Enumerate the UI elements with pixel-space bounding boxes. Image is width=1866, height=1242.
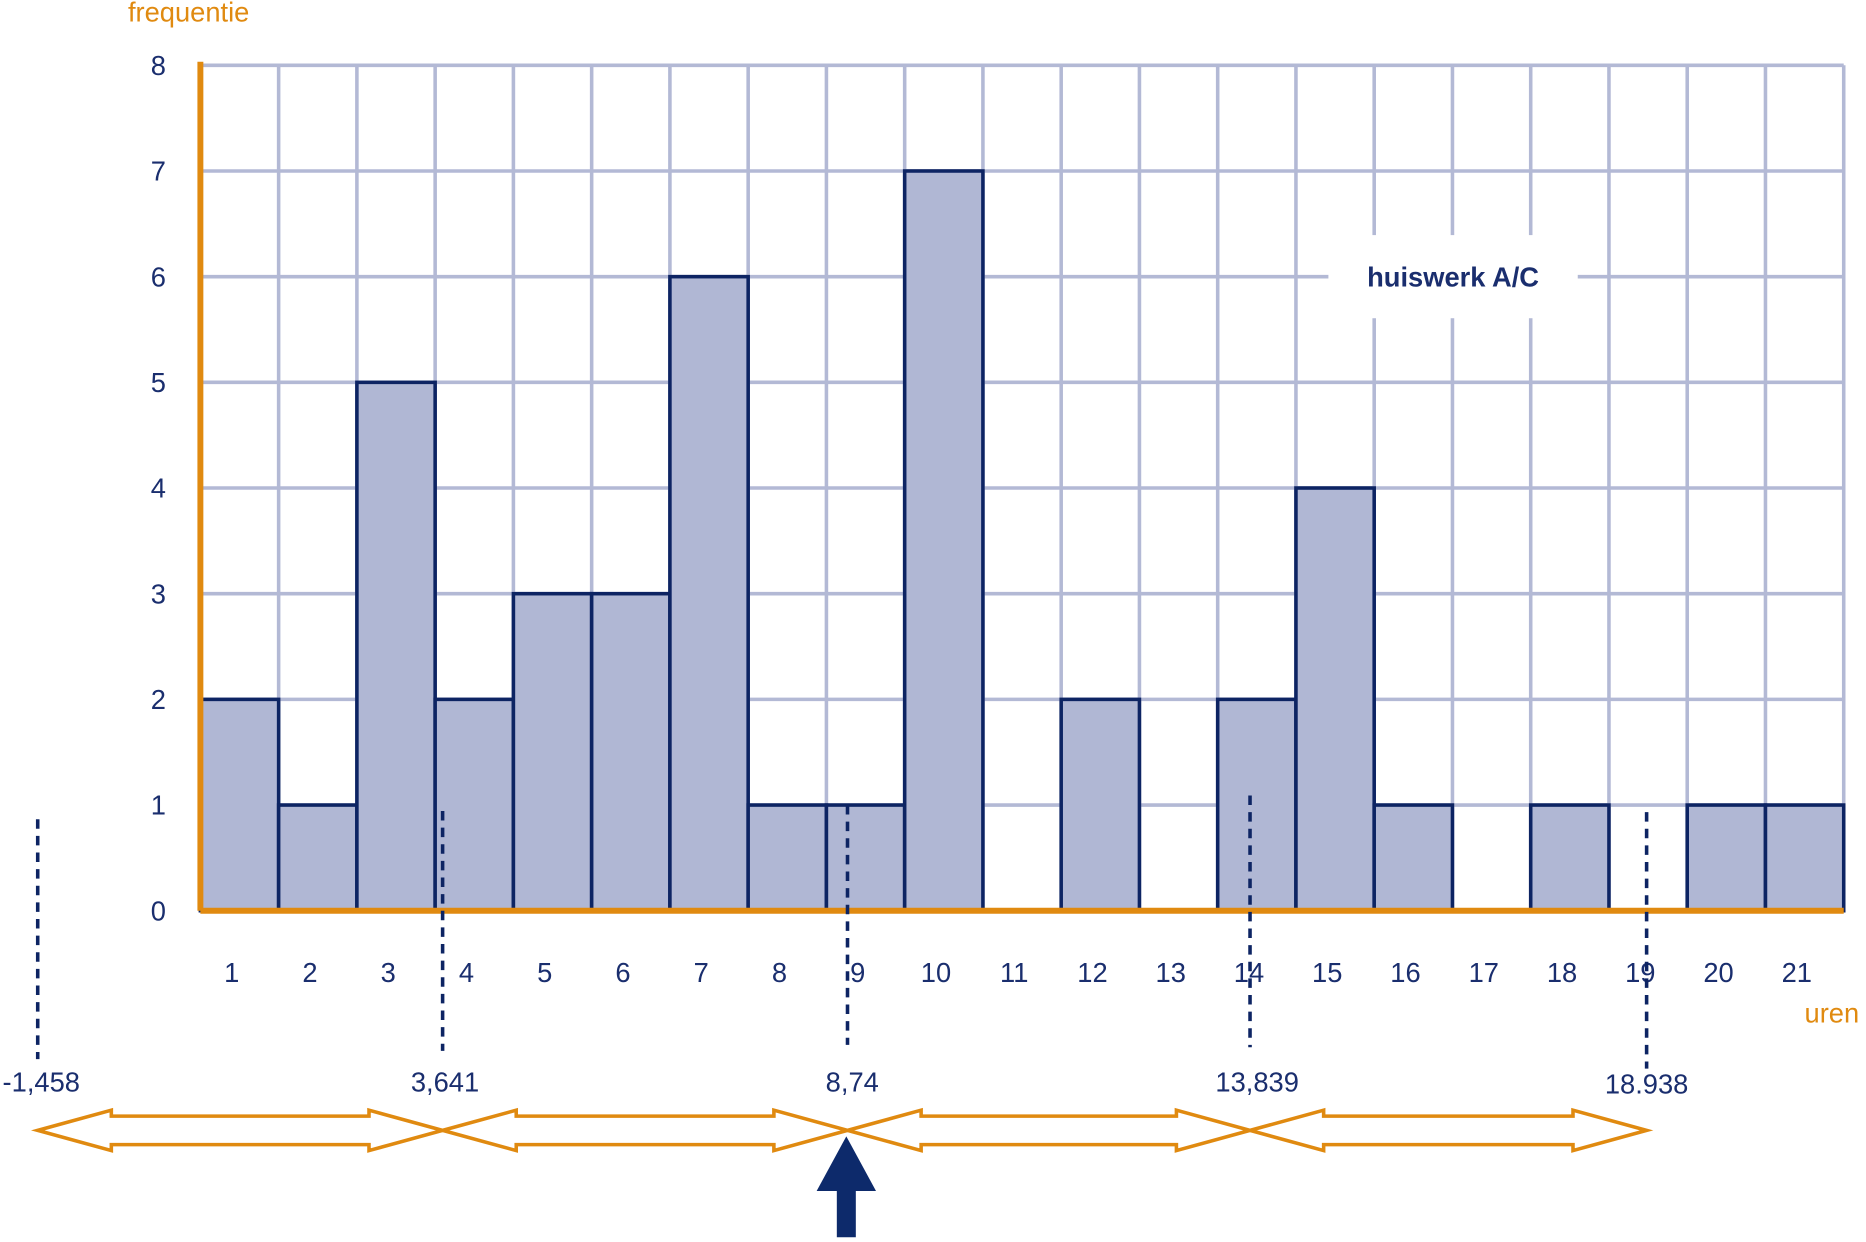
x-tick-label: 1 (224, 957, 239, 988)
x-tick-label: 13 (1156, 957, 1186, 988)
bar (1763, 803, 1846, 913)
legend-label: huiswerk A/C (1367, 261, 1539, 292)
x-tick-label: 6 (615, 957, 630, 988)
annotation-label: 8,74 (826, 1066, 879, 1097)
x-tick-label: 15 (1312, 957, 1342, 988)
bar (1059, 697, 1142, 913)
bar (902, 169, 985, 913)
legend-background (1328, 235, 1578, 319)
bar (668, 274, 750, 913)
bar (276, 803, 359, 913)
y-tick-label: 8 (151, 50, 166, 81)
bar (511, 591, 594, 913)
y-tick-label: 6 (151, 261, 166, 292)
x-tick-label: 11 (1000, 957, 1028, 988)
x-tick-label: 20 (1703, 957, 1733, 988)
x-tick-label: 10 (921, 957, 951, 988)
x-axis-label: uren (1805, 997, 1860, 1028)
y-tick-label: 1 (151, 790, 166, 821)
x-tick-label: 2 (302, 957, 317, 988)
x-tick-label: 4 (459, 957, 474, 988)
bar (1215, 697, 1298, 913)
y-tick-label: 5 (151, 367, 166, 398)
x-tick-label: 9 (850, 957, 865, 988)
y-tick-label: 7 (151, 156, 166, 187)
x-tick-label: 21 (1782, 957, 1812, 988)
bars (198, 169, 1846, 913)
y-tick-label: 3 (151, 578, 166, 609)
bar (198, 697, 281, 913)
annotation-label: -1,458 (3, 1066, 80, 1097)
pointer-arrow (816, 1136, 877, 1238)
bar (746, 803, 829, 913)
double-arrow (1243, 1107, 1654, 1153)
x-tick-label: 5 (537, 957, 552, 988)
annotation-label: 18.938 (1605, 1069, 1689, 1100)
y-axis-label: frequentie (128, 0, 249, 27)
x-tick-label: 18 (1547, 957, 1577, 988)
bar (1528, 803, 1611, 913)
x-tick-label: 8 (772, 957, 787, 988)
bar (824, 803, 907, 913)
x-tick-label: 16 (1390, 957, 1420, 988)
y-tick-label: 4 (151, 473, 166, 504)
annotation-label: 3,641 (411, 1066, 479, 1097)
bar (1294, 486, 1376, 913)
bar (1685, 803, 1768, 913)
x-tick-label: 19 (1625, 957, 1655, 988)
bar (355, 380, 437, 913)
bar (589, 591, 672, 913)
bar (1372, 803, 1455, 913)
bar (433, 697, 516, 913)
y-tick-label: 2 (151, 684, 166, 715)
x-tick-label: 3 (381, 957, 396, 988)
annotation-label: 13,839 (1215, 1066, 1298, 1097)
x-tick-label: 17 (1469, 957, 1499, 988)
x-tick-label: 7 (694, 957, 709, 988)
x-tick-label: 12 (1077, 957, 1107, 988)
y-tick-label: 0 (151, 895, 166, 926)
